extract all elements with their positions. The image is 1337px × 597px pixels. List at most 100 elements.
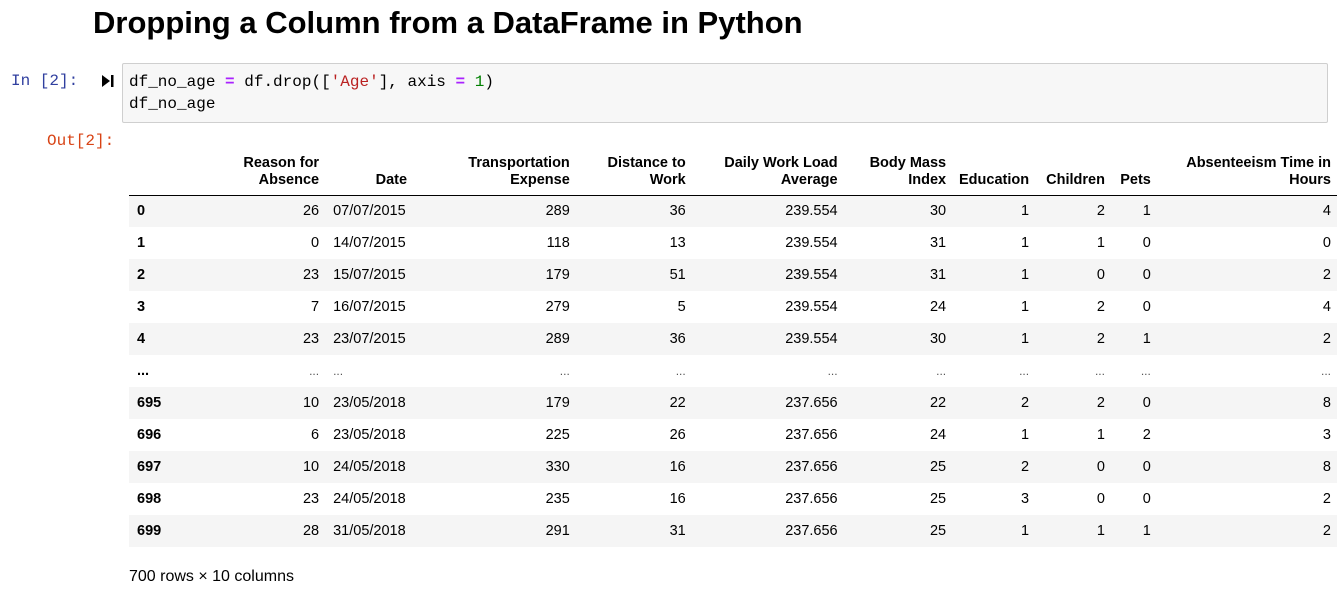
table-row: 3 7 16/07/2015 279 5 239.554 24 1 2 0 4 (129, 291, 1337, 323)
table-cell: 237.656 (785, 395, 838, 411)
row-index: ... (137, 362, 150, 379)
table-cell: 24/05/2018 (333, 459, 406, 475)
code-line-2: df_no_age (129, 95, 216, 113)
table-cell: 237.656 (785, 427, 838, 443)
row-index: 0 (137, 202, 146, 219)
table-cell: 2 (1096, 395, 1105, 411)
table-cell: 30 (929, 203, 947, 220)
code-line-1: df_no_age = df.drop(['Age'], axis = 1) (129, 71, 1327, 93)
table-cell: 36 (669, 331, 686, 347)
column-header: Children (1046, 171, 1105, 188)
run-cell-icon[interactable] (101, 71, 115, 91)
row-index: 698 (137, 490, 162, 507)
code-token: 1 (474, 73, 485, 91)
table-cell: 0 (1142, 395, 1151, 411)
table-row: 2 23 15/07/2015 179 51 239.554 31 1 0 0 2 (129, 259, 1337, 291)
code-token: = (455, 73, 466, 91)
table-cell: 291 (545, 523, 570, 539)
table-cell: 36 (669, 203, 686, 220)
table-cell: 1 (1021, 299, 1030, 315)
table-cell: 0 (1142, 267, 1151, 283)
table-cell: 8 (1322, 459, 1331, 475)
table-cell: 235 (545, 491, 570, 507)
table-cell: 22 (669, 395, 686, 411)
table-cell: 23/05/2018 (333, 427, 406, 443)
table-cell: 10 (302, 395, 320, 411)
table-cell: 1 (1096, 235, 1105, 251)
table-cell: 23 (302, 491, 320, 507)
table-cell: 25 (929, 491, 947, 507)
table-cell: 4 (1322, 299, 1331, 315)
table-cell: 1 (1142, 203, 1151, 220)
table-cell: 118 (546, 235, 570, 251)
table-cell: ... (827, 364, 838, 378)
column-header: Transportation Expense (468, 154, 570, 188)
table-row: 4 23 23/07/2015 289 36 239.554 30 1 2 1 2 (129, 323, 1337, 355)
table-row: 0 26 07/07/2015 289 36 239.554 30 1 2 1 4 (129, 195, 1337, 227)
table-cell: 8 (1322, 395, 1331, 411)
row-index: 3 (137, 298, 146, 315)
table-cell: 10 (302, 459, 320, 475)
table-cell: 2 (1322, 491, 1331, 507)
table-cell: ... (936, 364, 947, 378)
table-cell: 1 (1021, 235, 1030, 251)
table-cell: 1 (1021, 427, 1030, 443)
table-cell: 179 (545, 267, 570, 283)
table-cell: 2 (1096, 203, 1105, 220)
table-cell: 225 (545, 427, 570, 443)
row-index: 4 (137, 330, 146, 347)
table-row: 1 0 14/07/2015 118 13 239.554 31 1 1 0 0 (129, 227, 1337, 259)
table-cell: ... (675, 364, 686, 378)
table-cell: 26 (302, 203, 320, 220)
table-cell: 0 (1142, 491, 1151, 507)
table-cell: 4 (1322, 203, 1331, 220)
table-cell: 07/07/2015 (333, 203, 406, 220)
table-cell: 1 (1096, 523, 1105, 539)
table-cell: 279 (545, 299, 570, 315)
table-cell: 1 (1142, 523, 1151, 539)
code-token: df_no_age (129, 73, 216, 91)
column-header: Absenteeism Time in Hours (1186, 154, 1331, 188)
table-cell: 24 (929, 427, 947, 443)
table-cell: 31 (929, 235, 947, 251)
table-cell: 28 (302, 523, 320, 539)
code-token: ], axis (378, 73, 446, 91)
code-token: = (225, 73, 235, 91)
table-cell: 23 (302, 267, 320, 283)
table-cell: 2 (1322, 523, 1331, 539)
table-cell: 2 (1021, 459, 1030, 475)
table-cell: 23 (302, 331, 320, 347)
table-cell: ... (333, 364, 344, 378)
table-cell: 24/05/2018 (333, 491, 406, 507)
table-cell: 23/07/2015 (333, 331, 406, 347)
table-cell: 330 (545, 459, 570, 475)
table-cell: ... (309, 364, 320, 378)
output-prompt: Out[2]: (47, 132, 115, 150)
code-token: df.drop([ (244, 73, 331, 91)
column-header: Education (959, 171, 1030, 188)
column-header: Distance to Work (607, 154, 686, 188)
table-cell: 0 (311, 235, 320, 251)
table-cell: 0 (1142, 235, 1151, 251)
table-cell: 1 (1021, 331, 1030, 347)
table-cell: 239.554 (785, 331, 838, 347)
table-cell: 30 (929, 331, 947, 347)
table-header-row: Reason for Absence Date Transportation Exp… (129, 150, 1337, 195)
table-cell: 289 (545, 203, 570, 220)
column-header: Daily Work Load Average (724, 154, 838, 188)
table-cell: 1 (1021, 203, 1030, 220)
table-cell: 51 (669, 267, 686, 283)
table-row-ellipsis: ................................. (129, 355, 1337, 387)
table-cell: 237.656 (785, 491, 838, 507)
table-cell: ... (1019, 364, 1030, 378)
table-row: 695 10 23/05/2018 179 22 237.656 22 2 2 0 8 (129, 387, 1337, 419)
table-cell: 237.656 (785, 459, 838, 475)
row-index: 696 (137, 426, 162, 443)
column-header: Date (375, 171, 408, 188)
code-cell-editor[interactable]: df_no_age = df.drop(['Age'], axis = 1) d… (122, 63, 1328, 123)
table-cell: 16 (669, 491, 686, 507)
row-index: 2 (137, 266, 146, 283)
index-header (129, 150, 169, 195)
table-cell: 239.554 (785, 235, 838, 251)
table-cell: 31 (929, 267, 947, 283)
